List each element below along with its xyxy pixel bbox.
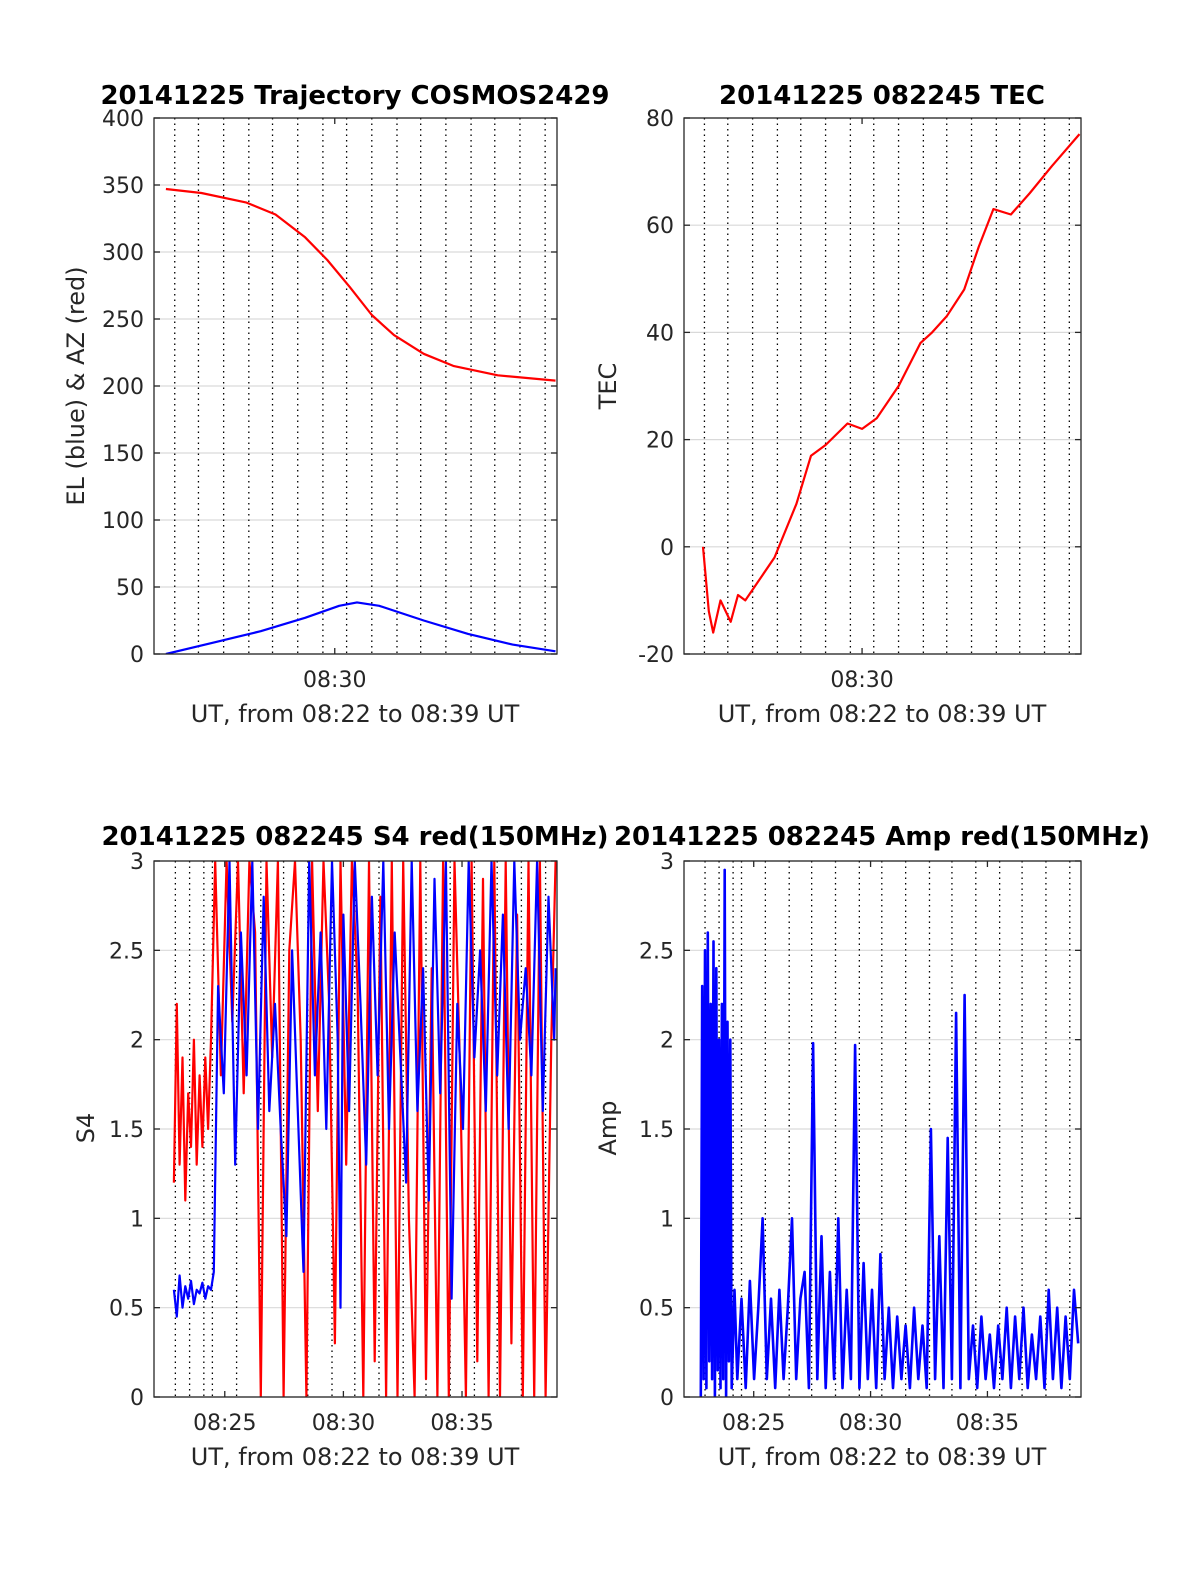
amp-ytick-label: 2 bbox=[660, 1029, 674, 1054]
tec-axes-box bbox=[683, 117, 1082, 655]
trajectory-ytick-label: 300 bbox=[102, 241, 144, 266]
trajectory-xtick-label: 08:30 bbox=[303, 668, 366, 693]
trajectory-panel: 20141225 Trajectory COSMOS2429 UT, from … bbox=[62, 81, 610, 728]
trajectory-ytick-label: 100 bbox=[102, 509, 144, 534]
trajectory-series-az bbox=[165, 187, 556, 382]
amp-xtick-label: 08:25 bbox=[722, 1411, 785, 1436]
s4-ylabel: S4 bbox=[72, 1113, 100, 1144]
trajectory-ytick-label: 200 bbox=[102, 375, 144, 400]
amp-panel: 20141225 082245 Amp red(150MHz) UT, from… bbox=[594, 822, 1150, 1471]
s4-ytick-label: 1.5 bbox=[109, 1118, 144, 1143]
s4-ytick-label: 1 bbox=[130, 1207, 144, 1232]
amp-ytick-label: 1.5 bbox=[639, 1118, 674, 1143]
s4-ytick-label: 0.5 bbox=[109, 1297, 144, 1322]
tec-ytick-label: 60 bbox=[646, 214, 674, 239]
s4-xtick-label: 08:35 bbox=[430, 1411, 493, 1436]
amp-xtick-label: 08:35 bbox=[956, 1411, 1019, 1436]
tec-ytick-label: 0 bbox=[660, 536, 674, 561]
amp-ytick-label: 1 bbox=[660, 1207, 674, 1232]
trajectory-ytick-label: 350 bbox=[102, 174, 144, 199]
trajectory-xlabel: UT, from 08:22 to 08:39 UT bbox=[191, 700, 520, 728]
tec-ylabel: TEC bbox=[594, 363, 622, 411]
amp-xlabel: UT, from 08:22 to 08:39 UT bbox=[718, 1443, 1047, 1471]
s4-ytick-label: 2 bbox=[130, 1029, 144, 1054]
s4-series-s4-red bbox=[172, 861, 557, 1397]
tec-ytick-label: 80 bbox=[646, 107, 674, 132]
s4-panel: 20141225 082245 S4 red(150MHz) UT, from … bbox=[72, 822, 609, 1471]
s4-xlabel: UT, from 08:22 to 08:39 UT bbox=[191, 1443, 520, 1471]
amp-xtick-label: 08:30 bbox=[839, 1411, 902, 1436]
trajectory-ytick-label: 0 bbox=[130, 643, 144, 668]
s4-title: 20141225 082245 S4 red(150MHz) bbox=[101, 822, 608, 852]
trajectory-ytick-label: 250 bbox=[102, 308, 144, 333]
tec-title: 20141225 082245 TEC bbox=[719, 81, 1045, 111]
s4-xtick-label: 08:25 bbox=[193, 1411, 256, 1436]
trajectory-ylabel: EL (blue) & AZ (red) bbox=[62, 266, 90, 505]
amp-ytick-label: 0.5 bbox=[639, 1297, 674, 1322]
trajectory-ytick-label: 50 bbox=[116, 576, 144, 601]
s4-xtick-label: 08:30 bbox=[312, 1411, 375, 1436]
tec-series-tec bbox=[701, 133, 1081, 634]
tec-ytick-label: -20 bbox=[638, 643, 674, 668]
trajectory-ytick-label: 400 bbox=[102, 107, 144, 132]
amp-ytick-label: 3 bbox=[660, 850, 674, 875]
s4-ytick-label: 2.5 bbox=[109, 939, 144, 964]
tec-ytick-label: 20 bbox=[646, 429, 674, 454]
amp-ytick-label: 2.5 bbox=[639, 939, 674, 964]
amp-title: 20141225 082245 Amp red(150MHz) bbox=[614, 822, 1150, 852]
tec-xtick-label: 08:30 bbox=[830, 668, 893, 693]
amp-series-amp-blue bbox=[699, 868, 1080, 1397]
trajectory-series-el bbox=[165, 601, 556, 654]
s4-ytick-label: 0 bbox=[130, 1386, 144, 1411]
trajectory-ytick-label: 150 bbox=[102, 442, 144, 467]
tec-ytick-label: 40 bbox=[646, 321, 674, 346]
trajectory-title: 20141225 Trajectory COSMOS2429 bbox=[100, 81, 609, 111]
s4-ytick-label: 3 bbox=[130, 850, 144, 875]
amp-ytick-label: 0 bbox=[660, 1386, 674, 1411]
tec-xlabel: UT, from 08:22 to 08:39 UT bbox=[718, 700, 1047, 728]
s4-series-s4-blue bbox=[172, 861, 557, 1318]
amp-ylabel: Amp bbox=[594, 1100, 622, 1155]
tec-panel: 20141225 082245 TEC UT, from 08:22 to 08… bbox=[594, 81, 1082, 728]
